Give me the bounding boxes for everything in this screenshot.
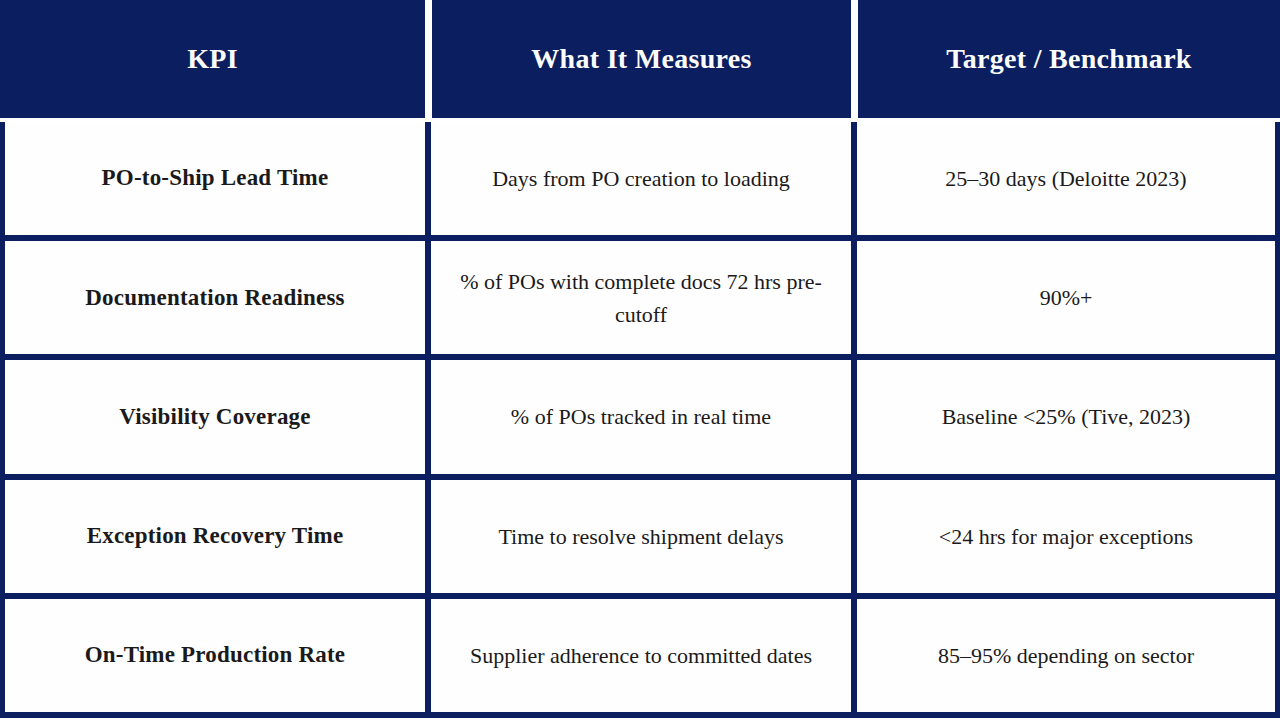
target-cell: 90%+: [857, 241, 1275, 354]
table-body: PO-to-Ship Lead Time Days from PO creati…: [0, 122, 1280, 718]
measures-cell: % of POs tracked in real time: [431, 360, 851, 473]
kpi-cell: On-Time Production Rate: [5, 599, 425, 712]
measures-cell: Supplier adherence to committed dates: [431, 599, 851, 712]
kpi-benchmark-table: KPI What It Measures Target / Benchmark …: [0, 0, 1280, 720]
measures-cell: Days from PO creation to loading: [431, 122, 851, 235]
header-target-benchmark: Target / Benchmark: [858, 0, 1280, 118]
measures-cell: Time to resolve shipment delays: [431, 480, 851, 593]
kpi-cell: Exception Recovery Time: [5, 480, 425, 593]
table-header-row: KPI What It Measures Target / Benchmark: [0, 0, 1280, 118]
kpi-cell: Visibility Coverage: [5, 360, 425, 473]
target-cell: <24 hrs for major exceptions: [857, 480, 1275, 593]
header-kpi: KPI: [0, 0, 425, 118]
kpi-cell: Documentation Readiness: [5, 241, 425, 354]
measures-cell: % of POs with complete docs 72 hrs pre-c…: [431, 241, 851, 354]
header-what-it-measures: What It Measures: [432, 0, 851, 118]
target-cell: 25–30 days (Deloitte 2023): [857, 122, 1275, 235]
target-cell: Baseline <25% (Tive, 2023): [857, 360, 1275, 473]
target-cell: 85–95% depending on sector: [857, 599, 1275, 712]
kpi-cell: PO-to-Ship Lead Time: [5, 122, 425, 235]
